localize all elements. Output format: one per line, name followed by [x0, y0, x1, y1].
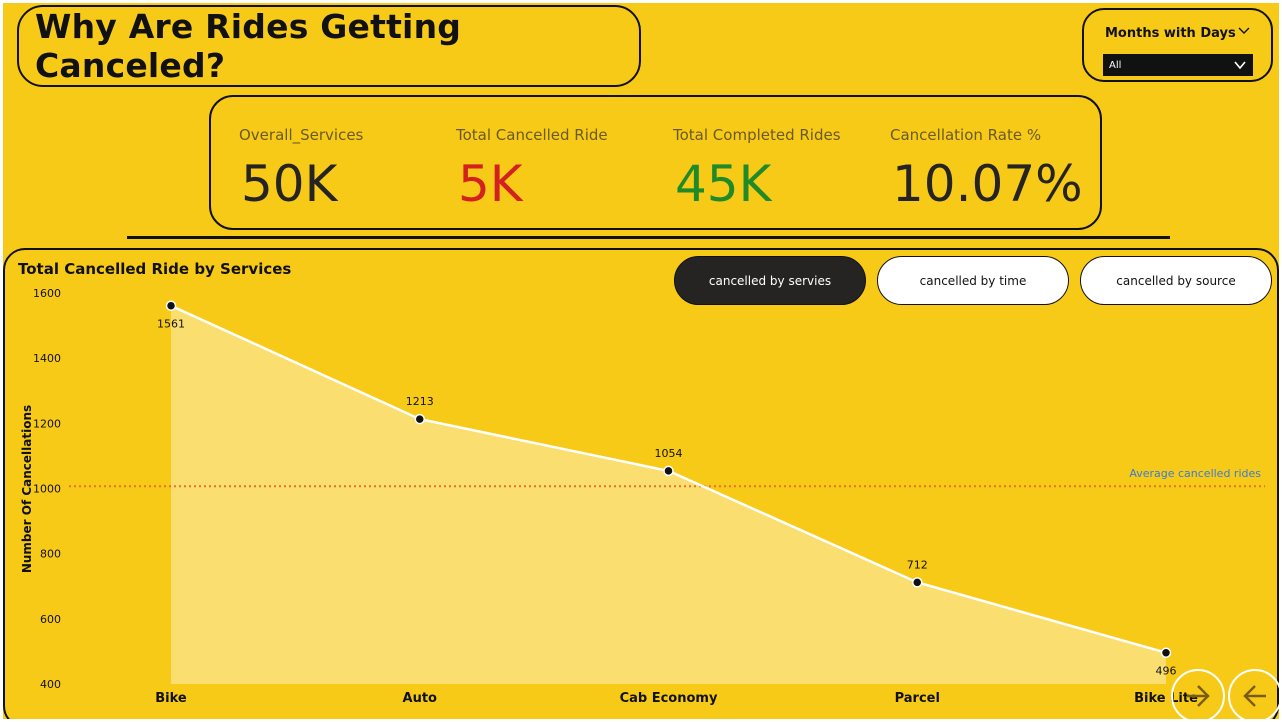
data-point — [165, 300, 177, 311]
line-chart: 400 600 800 1000 1200 1400 1600 Number Of Cance… — [20, 287, 1265, 706]
y-tick-label: 1600 — [33, 287, 61, 300]
data-label: 712 — [907, 558, 928, 571]
chevron-down-icon[interactable] — [1237, 24, 1251, 38]
data-label: 496 — [1156, 665, 1177, 678]
kpi-label: Total Completed Rides — [673, 126, 841, 144]
data-point — [1160, 647, 1172, 658]
x-tick-label: Parcel — [895, 691, 940, 706]
arrow-right-icon — [1187, 685, 1210, 707]
kpi-label: Cancellation Rate % — [890, 126, 1042, 144]
kpi-label: Total Cancelled Ride — [456, 126, 608, 144]
kpi-value: 50K — [241, 155, 338, 213]
kpi-value: 5K — [458, 155, 523, 213]
y-tick-label: 1200 — [33, 417, 61, 430]
y-tick-label: 1400 — [33, 352, 61, 365]
next-page-button[interactable] — [1171, 669, 1225, 719]
slicer-label: Months with Days — [1105, 26, 1236, 41]
data-label: 1561 — [157, 318, 185, 331]
x-tick-label: Bike — [155, 691, 187, 706]
y-tick-label: 1000 — [33, 483, 61, 496]
report-canvas: Why Are Rides Getting Canceled? Months w… — [3, 3, 1279, 719]
data-point — [414, 413, 425, 425]
slicer-dropdown[interactable]: All — [1103, 54, 1253, 76]
tab-cancelled-by-source[interactable]: cancelled by source — [1080, 256, 1272, 305]
chart-title: Total Cancelled Ride by Services — [18, 260, 292, 278]
months-slicer[interactable]: Months with Days All — [1082, 8, 1273, 82]
data-point — [912, 577, 923, 588]
x-tick-label: Auto — [403, 691, 438, 706]
section-divider — [127, 236, 1170, 239]
dropdown-chevron-icon — [1234, 61, 1246, 70]
back-page-button[interactable] — [1228, 669, 1279, 719]
page-title: Why Are Rides Getting Canceled? — [35, 7, 462, 85]
kpi-label: Overall_Services — [239, 126, 364, 144]
area-fill — [171, 305, 1166, 684]
data-label: 1054 — [655, 447, 683, 460]
y-axis-title: Number Of Cancellations — [20, 405, 34, 573]
x-tick-label: Cab Economy — [620, 691, 718, 706]
y-tick-label: 800 — [40, 548, 61, 561]
tab-cancelled-by-services[interactable]: cancelled by servies — [674, 256, 866, 305]
y-tick-label: 600 — [40, 613, 61, 626]
slicer-value: All — [1109, 59, 1122, 71]
kpi-value: 10.07% — [892, 155, 1083, 213]
data-point — [663, 465, 674, 477]
kpi-value: 45K — [675, 155, 772, 213]
title-card: Why Are Rides Getting Canceled? — [17, 5, 641, 87]
arrow-left-icon — [1243, 685, 1266, 707]
average-line-label: Average cancelled rides — [1129, 467, 1261, 480]
tab-cancelled-by-time[interactable]: cancelled by time — [877, 256, 1069, 305]
kpi-card: Overall_Services 50K Total Cancelled Rid… — [209, 95, 1102, 230]
chart-card — [3, 248, 1279, 719]
y-tick-label: 400 — [40, 678, 61, 691]
data-label: 1213 — [406, 395, 434, 408]
